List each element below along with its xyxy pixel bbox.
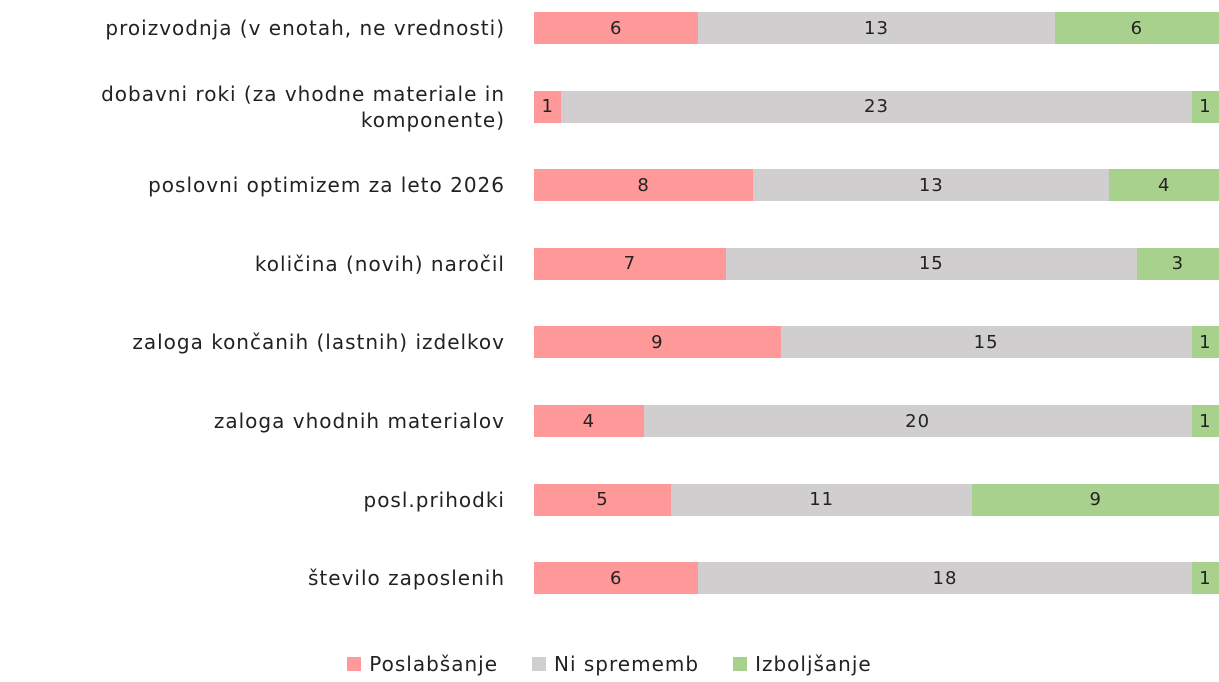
legend-swatch bbox=[733, 657, 748, 671]
legend-label: Poslabšanje bbox=[369, 652, 499, 676]
data-label: 13 bbox=[864, 17, 889, 39]
bar-segment: 6 bbox=[1054, 12, 1219, 44]
category-label: proizvodnja (v enotah, ne vrednosti) bbox=[105, 16, 505, 40]
data-label: 18 bbox=[932, 567, 958, 589]
legend-label: Izboljšanje bbox=[755, 652, 872, 676]
data-label: 1 bbox=[1199, 331, 1212, 353]
bar-segment: 1 bbox=[1191, 90, 1219, 123]
bar-segment: 1 bbox=[1191, 405, 1219, 437]
data-label: 4 bbox=[1157, 174, 1171, 196]
legend-label: Ni sprememb bbox=[554, 652, 700, 676]
bar-segment: 13 bbox=[698, 12, 1055, 44]
bar-segment: 4 bbox=[1109, 169, 1219, 202]
data-label: 13 bbox=[918, 174, 944, 196]
bar-segment: 18 bbox=[698, 562, 1192, 595]
data-label: 4 bbox=[582, 410, 596, 432]
data-label: 3 bbox=[1171, 253, 1185, 275]
category-label: število zaposlenih bbox=[308, 566, 505, 591]
category-label: posl.prihodki bbox=[363, 487, 505, 512]
data-label: 6 bbox=[609, 567, 623, 589]
data-label: 1 bbox=[1199, 410, 1212, 432]
legend-item: Poslabšanje bbox=[347, 652, 498, 676]
data-label: 1 bbox=[541, 96, 554, 118]
data-label: 5 bbox=[596, 489, 609, 511]
data-label: 20 bbox=[905, 410, 931, 432]
bar-segment: 1 bbox=[1191, 326, 1219, 359]
data-label: 9 bbox=[651, 331, 664, 353]
bar-segment: 15 bbox=[725, 247, 1137, 280]
data-label: 1 bbox=[1199, 96, 1212, 118]
bar-segment: 20 bbox=[643, 405, 1192, 437]
legend-swatch bbox=[532, 657, 547, 671]
bar-segment: 3 bbox=[1136, 247, 1219, 280]
bar-segment: 5 bbox=[534, 483, 671, 516]
bar-segment: 1 bbox=[534, 90, 562, 123]
bar-segment: 11 bbox=[671, 483, 973, 516]
data-label: 15 bbox=[973, 331, 999, 353]
bar-segment: 8 bbox=[534, 169, 754, 202]
bar-segment: 13 bbox=[753, 169, 1110, 202]
bar-segment: 6 bbox=[534, 562, 699, 595]
legend-item: Izboljšanje bbox=[733, 652, 872, 676]
data-label: 15 bbox=[918, 253, 944, 275]
legend-item: Ni sprememb bbox=[532, 652, 699, 676]
category-label: zaloga vhodnih materialov bbox=[213, 409, 505, 433]
bar-segment: 9 bbox=[972, 483, 1219, 516]
bar-segment: 4 bbox=[534, 405, 644, 437]
data-label: 23 bbox=[864, 96, 889, 118]
bar-segment: 15 bbox=[780, 326, 1192, 359]
data-label: 6 bbox=[609, 17, 623, 39]
bar-segment: 1 bbox=[1191, 562, 1219, 595]
legend-swatch bbox=[347, 657, 362, 671]
data-label: 7 bbox=[623, 253, 637, 275]
legend: Poslabšanje Ni sprememb Izboljšanje bbox=[0, 652, 1219, 676]
data-label: 8 bbox=[637, 174, 650, 196]
bar-segment: 6 bbox=[534, 12, 699, 44]
data-label: 9 bbox=[1089, 489, 1102, 511]
bar-segment: 7 bbox=[534, 247, 726, 280]
category-label: količina (novih) naročil bbox=[254, 251, 505, 276]
data-label: 11 bbox=[809, 489, 835, 511]
category-label: poslovni optimizem za leto 2026 bbox=[148, 173, 505, 198]
category-label: dobavni roki (za vhodne materiale in kom… bbox=[101, 81, 505, 132]
data-label: 6 bbox=[1130, 17, 1144, 39]
category-label: zaloga končanih (lastnih) izdelkov bbox=[132, 330, 505, 355]
bar-segment: 23 bbox=[561, 90, 1192, 123]
bar-segment: 9 bbox=[534, 326, 781, 359]
data-label: 1 bbox=[1199, 567, 1212, 589]
